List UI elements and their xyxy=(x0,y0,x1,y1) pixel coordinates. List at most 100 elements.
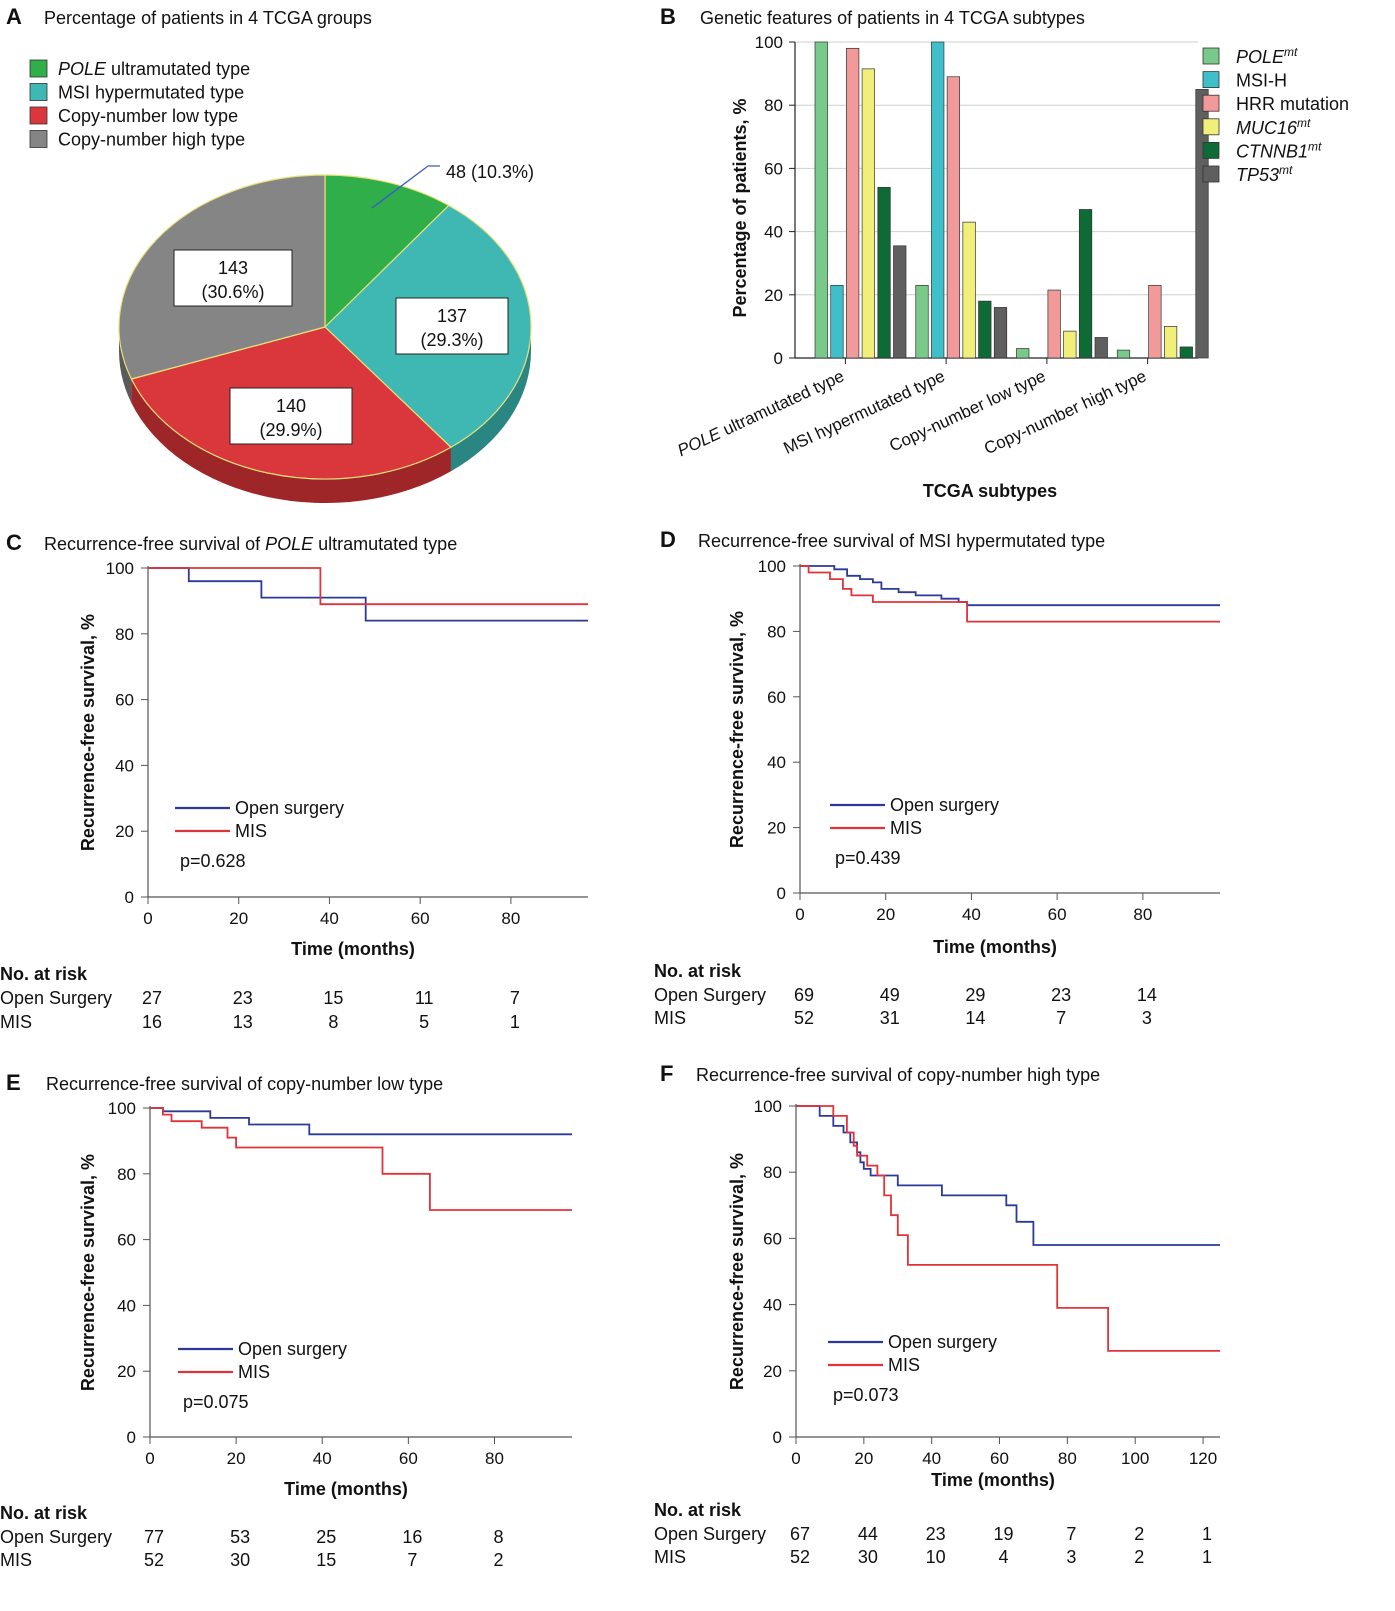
y-tick-label-1: 20 xyxy=(764,286,783,305)
legend-label-2: Copy-number low type xyxy=(58,106,238,126)
y-tick-label-3: 60 xyxy=(117,1231,136,1250)
risk-value-1-1: 31 xyxy=(880,1008,900,1028)
y-tick-label-4: 80 xyxy=(763,1163,782,1182)
risk-value-1-2: 15 xyxy=(316,1550,336,1570)
x-tick-label-2: 40 xyxy=(320,909,339,928)
pie-label-1-line1: 137 xyxy=(437,306,467,326)
risk-heading: No. at risk xyxy=(0,964,88,984)
x-tick-label-0: POLE ultramutated type xyxy=(675,366,847,460)
bar-3-2 xyxy=(1148,284,1162,359)
y-tick-label-0: 0 xyxy=(773,1428,782,1447)
panel-b-title: Genetic features of patients in 4 TCGA s… xyxy=(700,8,1085,28)
bar-1-0 xyxy=(915,284,929,359)
risk-value-0-1: 49 xyxy=(880,985,900,1005)
panel-d: D Recurrence-free survival of MSI hypermu… xyxy=(654,527,1220,1028)
bar-legend-swatch-5 xyxy=(1202,165,1220,183)
risk-row-name-0: Open Surgery xyxy=(0,1527,112,1547)
y-tick-label-2: 40 xyxy=(763,1296,782,1315)
risk-value-1-3: 7 xyxy=(407,1550,417,1570)
panel-e: E Recurrence-free survival of copy-number… xyxy=(0,1070,572,1570)
legend-label-1: MSI hypermutated type xyxy=(58,83,244,103)
x-tick-label-4: 80 xyxy=(485,1449,504,1468)
bar-legend-swatch-4 xyxy=(1202,141,1220,159)
bar-legend-swatch-1 xyxy=(1202,71,1220,88)
pie-label-3-line1: 143 xyxy=(218,258,248,278)
risk-value-0-3: 11 xyxy=(415,988,434,1008)
bar-0-4 xyxy=(877,187,891,359)
risk-value-1-0: 16 xyxy=(142,1012,162,1032)
risk-value-1-5: 2 xyxy=(1134,1547,1144,1567)
y-tick-label-5: 100 xyxy=(108,1099,136,1118)
x-tick-label-3: 60 xyxy=(990,1449,1009,1468)
risk-value-1-2: 8 xyxy=(328,1012,338,1032)
risk-row-name-1: MIS xyxy=(0,1012,32,1032)
panel-label: C xyxy=(6,530,22,555)
y-axis-title: Recurrence-free survival, % xyxy=(727,611,747,848)
km-legend-label-1: MIS xyxy=(235,821,267,841)
y-tick-label-5: 100 xyxy=(755,33,783,52)
bar-1-4 xyxy=(978,300,992,359)
risk-value-0-1: 44 xyxy=(858,1524,878,1544)
risk-row-name-1: MIS xyxy=(654,1547,686,1567)
x-tick-label-4: 80 xyxy=(501,909,520,928)
pie-label-box-2 xyxy=(229,387,353,445)
km-legend-label-1: MIS xyxy=(888,1355,920,1375)
x-tick-label-1: 20 xyxy=(227,1449,246,1468)
panel-a-title: Percentage of patients in 4 TCGA groups xyxy=(44,8,372,28)
km-curve-1 xyxy=(796,1105,1220,1352)
y-tick-label-1: 20 xyxy=(117,1362,136,1381)
bar-legend-swatch-2 xyxy=(1202,94,1220,112)
bar-legend-label-3: MUC16mt xyxy=(1236,116,1311,138)
y-tick-label-2: 40 xyxy=(115,756,134,775)
risk-value-0-2: 15 xyxy=(323,988,343,1008)
risk-value-0-5: 2 xyxy=(1134,1524,1144,1544)
panel-label: D xyxy=(660,527,676,552)
risk-value-1-2: 14 xyxy=(965,1008,985,1028)
km-legend-label-0: Open surgery xyxy=(235,798,344,818)
x-tick-label-3: Copy-number high type xyxy=(981,366,1149,458)
y-tick-label-1: 20 xyxy=(115,822,134,841)
y-tick-label-0: 0 xyxy=(127,1428,136,1447)
bar-1-5 xyxy=(993,307,1008,359)
bar-legend-swatch-3 xyxy=(1202,118,1220,136)
x-tick-label-0: 0 xyxy=(145,1449,154,1468)
panel-title: Recurrence-free survival of copy-number … xyxy=(696,1065,1100,1085)
km-curve-0 xyxy=(796,1105,1220,1246)
p-value: p=0.075 xyxy=(183,1392,249,1412)
risk-value-1-1: 30 xyxy=(858,1547,878,1567)
pie-leader-line xyxy=(371,165,440,209)
km-legend-label-0: Open surgery xyxy=(890,795,999,815)
risk-value-0-2: 29 xyxy=(965,985,985,1005)
y-axis-title: Recurrence-free survival, % xyxy=(78,1154,98,1391)
y-tick-label-3: 60 xyxy=(115,691,134,710)
y-tick-label-2: 40 xyxy=(117,1296,136,1315)
risk-value-0-3: 23 xyxy=(1051,985,1071,1005)
y-tick-label-0: 0 xyxy=(125,888,134,907)
risk-value-0-3: 19 xyxy=(994,1524,1014,1544)
panel-b-label: B xyxy=(660,4,676,29)
bar-2-5 xyxy=(1094,337,1108,359)
x-tick-label-4: 80 xyxy=(1133,905,1152,924)
bar-2-0 xyxy=(1016,348,1030,359)
legend-swatch-0 xyxy=(29,59,48,78)
x-tick-label-0: 0 xyxy=(795,905,804,924)
panel-label: E xyxy=(6,1070,21,1095)
panel-title: Recurrence-free survival of copy-number … xyxy=(46,1074,443,1094)
legend-swatch-1 xyxy=(29,83,48,101)
x-tick-label-3: 60 xyxy=(411,909,430,928)
risk-value-1-0: 52 xyxy=(144,1550,164,1570)
x-tick-label-1: 20 xyxy=(854,1449,873,1468)
risk-value-0-2: 23 xyxy=(926,1524,946,1544)
bar-legend-label-4: CTNNB1mt xyxy=(1236,139,1322,161)
panel-title: Recurrence-free survival of MSI hypermut… xyxy=(698,531,1105,551)
risk-heading: No. at risk xyxy=(654,1500,742,1520)
km-curve-0 xyxy=(150,1107,572,1136)
bar-2-3 xyxy=(1063,330,1077,359)
x-tick-label-2: 40 xyxy=(313,1449,332,1468)
x-axis-title: Time (months) xyxy=(284,1479,408,1499)
pie-wall-2-0 xyxy=(131,378,451,503)
risk-row-name-1: MIS xyxy=(0,1550,32,1570)
y-tick-label-0: 0 xyxy=(777,884,786,903)
